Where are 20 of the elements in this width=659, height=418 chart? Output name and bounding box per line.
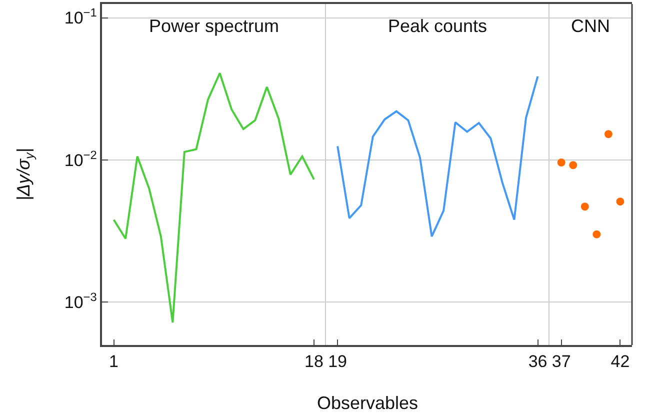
text: Power spectrum [149, 16, 280, 36]
x-tick-label: 42 [610, 352, 630, 372]
text: Peak counts [388, 16, 488, 36]
x-tick-label: 19 [328, 352, 348, 372]
x-tick-label: 36 [528, 352, 548, 372]
x-axis-title: Observables [317, 393, 418, 413]
point [557, 158, 566, 167]
point [604, 130, 612, 138]
text: CNN [571, 16, 610, 36]
point [592, 230, 601, 238]
line-series [112, 72, 315, 324]
x-tick-label: 37 [552, 352, 571, 372]
y-tick-label: 10$^{−3}$ [64, 290, 98, 312]
point [616, 198, 624, 206]
point [569, 161, 578, 170]
x-tick-label: 18 [304, 352, 324, 372]
y-tick-label: 10$^{−2}$ [64, 148, 98, 170]
point [580, 202, 589, 211]
x-tick-label: 1 [109, 352, 119, 372]
y-tick-label: 10$^{−1}$ [64, 6, 98, 28]
